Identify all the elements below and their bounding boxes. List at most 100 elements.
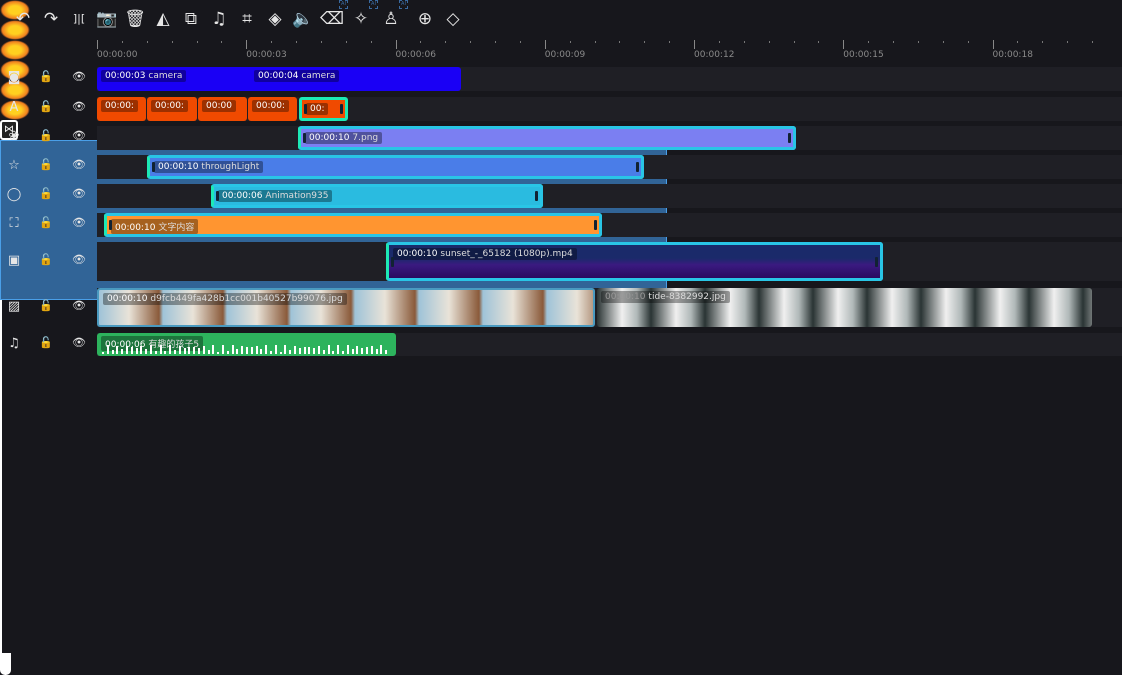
ruler-minor-tick [917,41,919,43]
text-clip[interactable]: 00:00 [198,97,247,121]
ruler-minor-tick [370,41,372,43]
image-clip[interactable]: 00:00:10 d9fcb449fa428b1cc001b40527b99076… [97,288,595,327]
undo-button[interactable]: ↶ [12,8,34,30]
keyframe-button[interactable]: ◇ [442,8,464,30]
lock-icon[interactable]: 🔓 [39,298,53,312]
ruler-minor-tick [718,41,720,43]
ruler-major-tick [843,40,845,49]
text-clip-selected[interactable]: 00: [299,97,348,121]
eraser-icon: ⌫ [320,9,345,29]
add-keyframe-button[interactable]: ⊕ [414,8,436,30]
ruler-minor-tick [146,41,148,43]
ruler-minor-tick [345,41,347,43]
lock-icon[interactable]: 🔓 [39,100,53,113]
eye-icon[interactable]: 👁 [72,100,86,113]
lock-icon[interactable]: 🔓 [39,335,53,349]
camera-clip[interactable]: 00:00:03 camera [97,67,250,91]
eye-icon[interactable]: 👁 [72,187,86,200]
waveform-bar [346,345,349,354]
camera-clip[interactable]: 00:00:04 camera [250,67,461,91]
text-clip[interactable]: 00:00: [97,97,146,121]
trim-handle-left[interactable] [391,256,394,267]
transition-icon[interactable]: ⋈ [0,120,18,140]
trim-handle-right[interactable] [535,191,538,201]
waveform-bar [366,347,368,354]
text-icon: A [9,100,19,115]
volume-icon: 🔈 [292,9,314,29]
overlay-clip[interactable]: 00:00:10 7.png [298,126,796,150]
trim-handle-right[interactable] [340,104,343,114]
eye-icon[interactable]: 👁 [72,335,86,349]
person-cutout-button[interactable]: ♙ AI [380,0,408,30]
subtitle-clip[interactable]: 00:00:10 文字内容 [104,213,602,237]
video-clip[interactable]: 00:00:10 sunset_-_65182 (1080p).mp4 [386,242,883,281]
effect-clip[interactable]: 00:00:10 throughLight [147,155,644,179]
eye-icon[interactable]: 👁 [72,216,86,229]
eye-icon[interactable]: 👁 [72,252,86,266]
trim-handle-right[interactable] [636,162,639,172]
ruler-major-tick [992,40,994,49]
clip-label: 00:00: [101,100,138,112]
crop-button[interactable]: ⌗ [236,8,258,30]
lock-icon[interactable]: 🔓 [39,187,53,200]
ruler-major-tick [694,40,695,49]
text-clip[interactable]: 00:00: [248,97,297,121]
clip-name: sunset_-_65182 (1080p).mp4 [440,249,573,259]
clip-label: 00:00:10 sunset_-_65182 (1080p).mp4 [393,248,577,260]
ruler-minor-tick [1067,41,1069,43]
eye-icon[interactable]: 👁 [72,70,86,83]
trim-handle-left[interactable] [109,220,112,230]
audio-extract-button[interactable]: ♫ [208,8,230,30]
eraser-button[interactable]: ⌫ AI [320,0,348,30]
trim-handle-left[interactable] [304,104,307,114]
timeline-ruler[interactable]: 00:00:00 00:00:03 00:00:06 00:00:09 00:00:12… [97,38,1122,64]
trim-handle-right[interactable] [788,133,791,143]
eye-icon[interactable]: 👁 [72,129,86,142]
redo-button[interactable]: ↷ [40,8,62,30]
trim-handle-right[interactable] [594,220,597,230]
waveform-bar [289,349,292,354]
ruler-minor-tick [519,41,521,43]
keyframe-icon: ◇ [446,9,460,29]
clip-label: 00:00:03 camera [101,70,187,82]
waveform-bar [380,345,383,354]
clip-duration: 00:00: [105,101,134,111]
sun-thumbnail [0,100,30,120]
playhead-line[interactable] [0,300,2,653]
lock-icon[interactable]: 🔓 [39,70,53,83]
trim-handle-left[interactable] [216,191,219,201]
clip-duration: 00:00 [206,101,232,111]
text-clip[interactable]: 00:00: [147,97,197,121]
camera-icon: ◙ [7,70,21,85]
animation-clip[interactable]: 00:00:06 Animation935 [211,184,543,208]
image-clip[interactable]: 00:00:10 tide-8382992.jpg [597,288,1092,327]
lock-icon[interactable]: 🔓 [39,129,53,142]
ruler-minor-tick [594,41,596,43]
snapshot-button[interactable]: 📷 [96,8,118,30]
lock-icon[interactable]: 🔓 [39,216,53,229]
trim-handle-right[interactable] [875,256,878,267]
playhead-handle[interactable] [0,653,11,675]
audio-clip[interactable]: 00:00:06 有趣的孩子5 [97,333,396,356]
volume-button[interactable]: 🔈 [292,8,314,30]
lock-icon[interactable]: 🔓 [39,158,53,171]
trim-handle-left[interactable] [303,133,306,143]
waveform-bar [274,345,277,354]
waveform-bar [236,348,239,354]
delete-button[interactable]: 🗑 [124,8,146,30]
split-button[interactable]: ]|[ [68,8,90,30]
add-keyframe-icon: ⊕ [417,9,433,29]
eye-icon[interactable]: 👁 [72,298,86,312]
fill-button[interactable]: ◈ [264,8,286,30]
magic-wand-button[interactable]: ✧ AI [350,0,378,30]
delete-icon: 🗑 [124,9,146,29]
waveform-bar [198,348,200,354]
ruler-minor-tick [569,41,571,43]
mirror-button[interactable]: ◭ [152,8,174,30]
waveform-bar [222,345,224,354]
eye-icon[interactable]: 👁 [72,158,86,171]
lock-icon[interactable]: 🔓 [39,252,53,266]
copy-button[interactable]: ⧉ [180,8,202,30]
trim-handle-left[interactable] [152,162,155,172]
copy-icon: ⧉ [184,9,198,29]
